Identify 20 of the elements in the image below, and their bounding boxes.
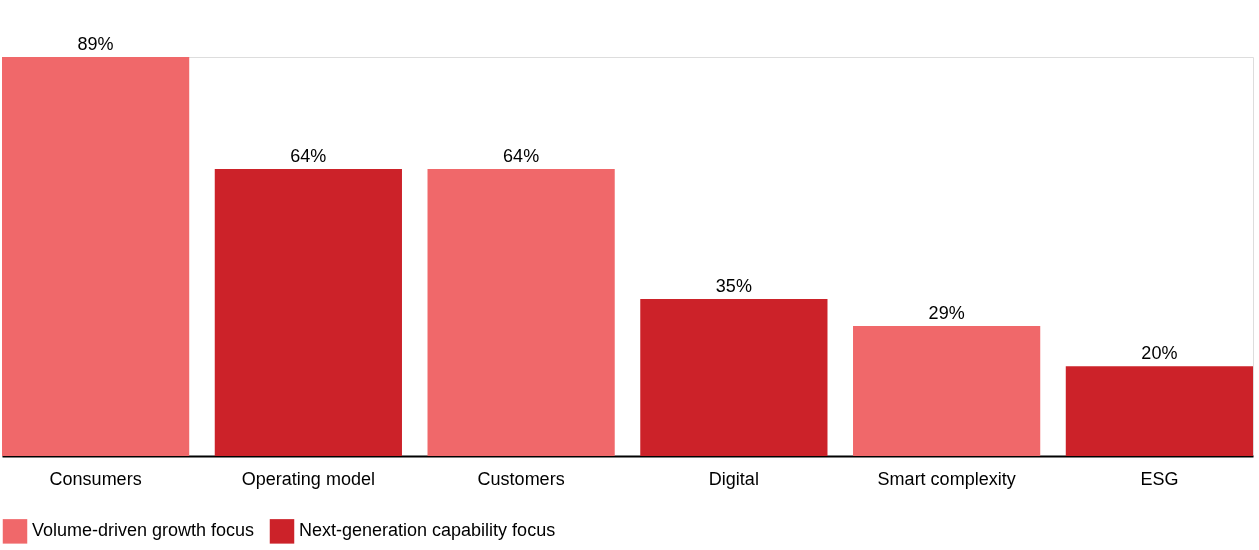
data-label: 89%	[77, 34, 114, 54]
legend-label: Next-generation capability focus	[299, 520, 556, 541]
data-label: 64%	[290, 146, 327, 167]
bar	[853, 325, 1041, 456]
bar	[2, 57, 190, 456]
bar	[1065, 366, 1253, 456]
x-tick-label: Digital	[708, 468, 759, 489]
data-label: 35%	[715, 276, 752, 297]
x-tick-label: Smart complexity	[877, 468, 1016, 489]
data-label: 64%	[503, 146, 540, 167]
bar	[427, 169, 615, 456]
data-label: 29%	[928, 302, 965, 323]
legend-label: Volume-driven growth focus	[32, 520, 255, 541]
x-tick-label: Customers	[477, 468, 565, 489]
bar	[214, 169, 402, 456]
bar	[640, 299, 828, 456]
x-tick-label: Consumers	[49, 468, 142, 489]
x-tick-label: Operating model	[241, 468, 375, 489]
x-tick-label: ESG	[1140, 468, 1179, 489]
data-label: 20%	[1141, 343, 1178, 364]
